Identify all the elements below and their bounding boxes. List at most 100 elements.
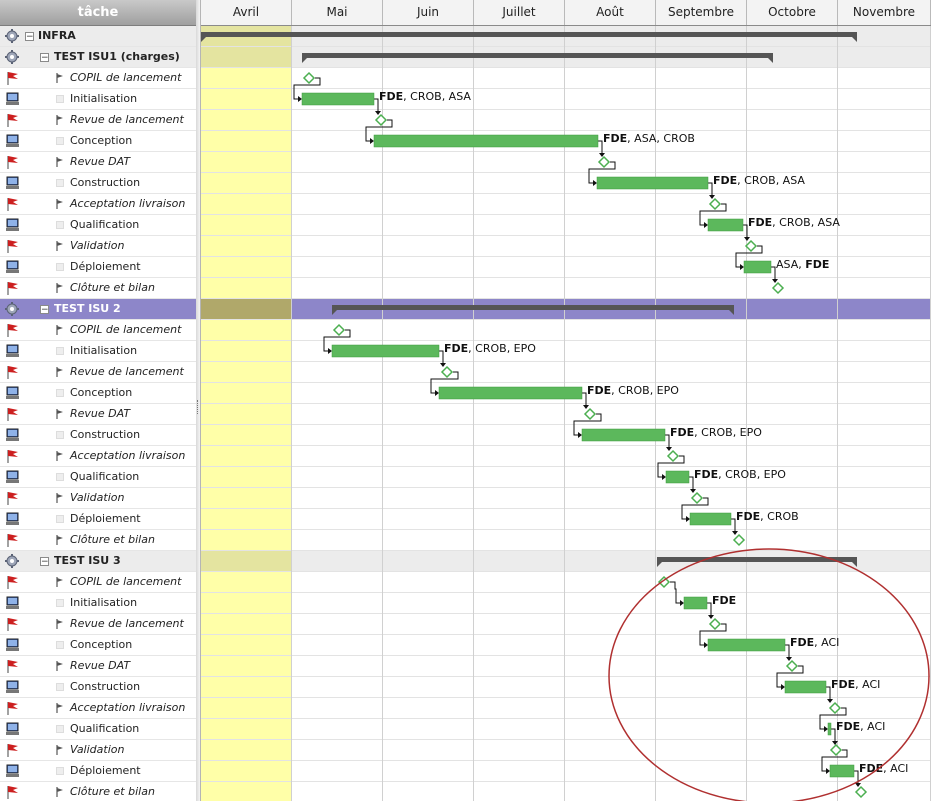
task-row[interactable]: Déploiement [0, 509, 196, 530]
summary-bar-cap[interactable] [852, 562, 857, 567]
milestone-diamond[interactable] [666, 449, 680, 463]
milestone-diamond[interactable] [302, 71, 316, 85]
summary-bar[interactable] [657, 557, 857, 562]
milestone-diamond[interactable] [828, 701, 842, 715]
task-row[interactable]: Construction [0, 677, 196, 698]
milestone-diamond[interactable] [744, 239, 758, 253]
milestone-row[interactable]: Validation [0, 488, 196, 509]
milestone-row[interactable]: Revue de lancement [0, 362, 196, 383]
task-type-icon [56, 263, 64, 271]
summary-bar-cap[interactable] [302, 58, 307, 63]
collapse-toggle[interactable]: − [40, 305, 49, 315]
milestone-row[interactable]: Acceptation livraison [0, 194, 196, 215]
milestone-row[interactable]: Revue de lancement [0, 110, 196, 131]
task-row[interactable]: Initialisation [0, 593, 196, 614]
collapse-toggle[interactable]: − [25, 32, 34, 42]
milestone-row[interactable]: Revue DAT [0, 152, 196, 173]
task-bar[interactable] [743, 260, 772, 274]
task-bar[interactable] [373, 134, 599, 148]
group-row[interactable]: − TEST ISU 2 [0, 299, 196, 320]
summary-bar-cap[interactable] [201, 37, 206, 42]
task-row[interactable]: Conception [0, 383, 196, 404]
group-row[interactable]: − INFRA [0, 26, 196, 47]
month-header: Octobre [747, 0, 838, 25]
resource-label: FDE [712, 594, 736, 607]
milestone-row[interactable]: COPIL de lancement [0, 320, 196, 341]
resource-label: FDE, ACI [790, 636, 839, 649]
resource-label: FDE, ACI [859, 762, 908, 775]
task-row[interactable]: Initialisation [0, 341, 196, 362]
milestone-row[interactable]: Validation [0, 236, 196, 257]
summary-bar-cap[interactable] [657, 562, 662, 567]
summary-bar[interactable] [332, 305, 734, 310]
task-bar[interactable] [784, 680, 827, 694]
task-row[interactable]: Construction [0, 173, 196, 194]
milestone-row[interactable]: Acceptation livraison [0, 446, 196, 467]
milestone-row[interactable]: Acceptation livraison [0, 698, 196, 719]
summary-bar-cap[interactable] [729, 310, 734, 315]
collapse-toggle[interactable]: − [40, 53, 49, 63]
summary-bar-cap[interactable] [332, 310, 337, 315]
computer-icon [3, 595, 21, 611]
task-bar[interactable] [707, 638, 786, 652]
task-column-header[interactable]: tâche [0, 0, 196, 26]
month-header: Août [565, 0, 656, 25]
task-bar[interactable] [707, 218, 744, 232]
task-row[interactable]: Conception [0, 131, 196, 152]
task-row[interactable]: Qualification [0, 719, 196, 740]
task-row[interactable]: Qualification [0, 215, 196, 236]
task-type-icon [56, 725, 64, 733]
task-label: Initialisation [70, 92, 138, 105]
milestone-diamond[interactable] [771, 281, 785, 295]
task-bar[interactable] [689, 512, 732, 526]
task-bar[interactable] [827, 722, 832, 736]
milestone-row[interactable]: Revue DAT [0, 656, 196, 677]
milestone-diamond[interactable] [708, 197, 722, 211]
milestone-diamond[interactable] [657, 575, 671, 589]
collapse-toggle[interactable]: − [40, 557, 49, 567]
milestone-diamond[interactable] [583, 407, 597, 421]
task-row[interactable]: Construction [0, 425, 196, 446]
milestone-diamond[interactable] [597, 155, 611, 169]
task-bar[interactable] [683, 596, 708, 610]
milestone-row[interactable]: Validation [0, 740, 196, 761]
task-bar[interactable] [331, 344, 440, 358]
milestone-diamond[interactable] [854, 785, 868, 799]
milestone-row[interactable]: Revue de lancement [0, 614, 196, 635]
group-row[interactable]: − TEST ISU 3 [0, 551, 196, 572]
task-bar[interactable] [438, 386, 583, 400]
task-label: Qualification [70, 722, 140, 735]
task-row[interactable]: Déploiement [0, 761, 196, 782]
task-bar[interactable] [829, 764, 855, 778]
milestone-diamond[interactable] [332, 323, 346, 337]
task-row[interactable]: Qualification [0, 467, 196, 488]
summary-bar-cap[interactable] [852, 37, 857, 42]
task-bar[interactable] [596, 176, 709, 190]
task-bar[interactable] [301, 92, 375, 106]
dependency-link [771, 266, 776, 282]
task-row[interactable]: Initialisation [0, 89, 196, 110]
milestone-row[interactable]: COPIL de lancement [0, 572, 196, 593]
group-row[interactable]: − TEST ISU1 (charges) [0, 47, 196, 68]
task-bar[interactable] [665, 470, 690, 484]
milestone-diamond[interactable] [785, 659, 799, 673]
summary-bar[interactable] [201, 32, 857, 37]
summary-bar[interactable] [302, 53, 773, 58]
milestone-row[interactable]: Revue DAT [0, 404, 196, 425]
resource-label: FDE, CROB, ASA [748, 216, 840, 229]
milestone-diamond[interactable] [732, 533, 746, 547]
milestone-row[interactable]: Clôture et bilan [0, 530, 196, 551]
panel-splitter[interactable] [196, 0, 201, 801]
milestone-row[interactable]: COPIL de lancement [0, 68, 196, 89]
summary-bar-cap[interactable] [768, 58, 773, 63]
task-bar[interactable] [581, 428, 666, 442]
milestone-row[interactable]: Clôture et bilan [0, 278, 196, 299]
milestone-diamond[interactable] [374, 113, 388, 127]
milestone-row[interactable]: Clôture et bilan [0, 782, 196, 801]
milestone-diamond[interactable] [690, 491, 704, 505]
task-row[interactable]: Conception [0, 635, 196, 656]
milestone-diamond[interactable] [829, 743, 843, 757]
milestone-diamond[interactable] [440, 365, 454, 379]
milestone-diamond[interactable] [708, 617, 722, 631]
task-row[interactable]: Déploiement [0, 257, 196, 278]
